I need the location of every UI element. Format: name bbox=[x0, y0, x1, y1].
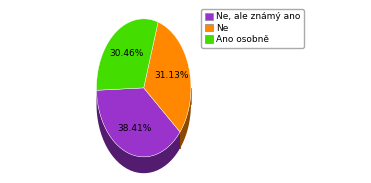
Text: 38.41%: 38.41% bbox=[117, 124, 151, 133]
Polygon shape bbox=[144, 22, 191, 132]
Text: 31.13%: 31.13% bbox=[155, 71, 189, 80]
Polygon shape bbox=[96, 90, 180, 173]
Polygon shape bbox=[180, 88, 191, 148]
Legend: Ne, ale známý ano, Ne, Ano osobně: Ne, ale známý ano, Ne, Ano osobně bbox=[201, 9, 304, 48]
Polygon shape bbox=[96, 19, 158, 90]
Text: 30.46%: 30.46% bbox=[109, 49, 143, 58]
Polygon shape bbox=[96, 88, 180, 157]
